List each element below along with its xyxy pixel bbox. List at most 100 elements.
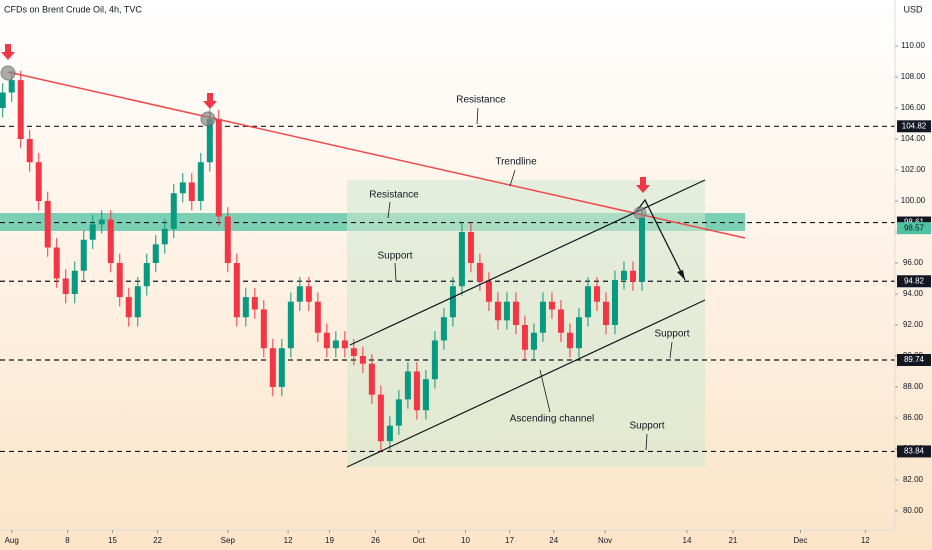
y-tick-label: 92.00	[903, 320, 924, 329]
annotation: Resistance	[456, 95, 506, 106]
x-tick-label: Nov	[598, 536, 612, 545]
candle-body	[566, 332, 573, 349]
candle-body	[539, 301, 546, 333]
candle-body	[530, 332, 537, 350]
candle-body	[161, 228, 168, 245]
x-tick-label: 22	[153, 536, 162, 545]
candle-body	[629, 270, 636, 282]
trendline	[7, 71, 746, 239]
annotation: Resistance	[369, 190, 419, 201]
candle-body	[305, 286, 312, 302]
channel-upper	[349, 179, 706, 346]
candle-body	[368, 363, 375, 395]
x-tick-label: 24	[549, 536, 558, 545]
channel-box	[347, 180, 705, 467]
candle-body	[512, 301, 519, 325]
candle-body	[350, 348, 357, 356]
candle-body	[422, 379, 429, 411]
candle-body	[431, 340, 438, 380]
last-price-box	[897, 222, 931, 235]
candle-body	[611, 280, 618, 325]
candle-body	[494, 301, 501, 321]
candle-body	[116, 262, 123, 298]
candle-body	[602, 301, 609, 325]
y-tick-label: 86.00	[903, 413, 924, 422]
level-label: 89.74	[904, 355, 925, 364]
candle-body	[179, 182, 186, 194]
x-tick-label: 10	[461, 536, 470, 545]
y-tick-label: 102.00	[901, 165, 926, 174]
x-tick-label: 21	[728, 536, 737, 545]
candle-body	[188, 182, 195, 201]
candle-body	[242, 297, 249, 318]
candle-body	[170, 193, 177, 229]
candle-body	[260, 309, 267, 349]
candle-body	[152, 244, 159, 263]
candle-body	[620, 270, 627, 281]
candle-body	[107, 219, 114, 263]
chart-title: CFDs on Brent Crude Oil, 4h, TVC	[4, 4, 142, 14]
candle-body	[521, 324, 528, 350]
candle-body	[395, 399, 402, 426]
x-tick-label: 12	[861, 536, 870, 545]
currency-label: USD	[903, 4, 923, 14]
candle-body	[26, 139, 33, 163]
level-label-box	[897, 353, 931, 366]
candle-body	[359, 355, 366, 364]
y-tick-label: 106.00	[901, 103, 926, 112]
candle-body	[71, 270, 78, 294]
level-label: 94.82	[904, 276, 925, 285]
pivot-marker	[200, 111, 216, 127]
annotation: Support	[654, 329, 689, 340]
candle-body	[341, 340, 348, 349]
x-tick-label: Dec	[793, 536, 807, 545]
candle-body	[0, 92, 6, 109]
candle-body	[80, 239, 87, 271]
level-label-box	[897, 120, 931, 133]
candle-body	[458, 231, 465, 287]
candle-body	[503, 301, 510, 321]
x-tick-label: Aug	[5, 536, 19, 545]
candle-body	[476, 262, 483, 282]
candle-body	[134, 286, 141, 318]
candle-body	[332, 340, 339, 349]
candle-body	[35, 162, 42, 201]
candle-body	[269, 348, 276, 387]
candle-body	[278, 348, 285, 387]
candle-body	[638, 218, 645, 282]
y-tick-label: 88.00	[903, 382, 924, 391]
pivot-marker	[633, 206, 647, 220]
x-tick-label: 26	[371, 536, 380, 545]
candle-body	[557, 309, 564, 333]
candle-body	[575, 317, 582, 349]
y-tick-label: 94.00	[903, 289, 924, 298]
y-tick-label: 104.00	[901, 134, 926, 143]
candle-body	[413, 371, 420, 411]
candle-body	[287, 301, 294, 349]
x-tick-label: 14	[683, 536, 692, 545]
x-tick-label: Oct	[412, 536, 425, 545]
candle-body	[323, 332, 330, 349]
candle-body	[485, 281, 492, 302]
candle-body	[440, 317, 447, 341]
candle-body	[404, 371, 411, 400]
candle-body	[314, 301, 321, 333]
candle-body	[44, 200, 51, 248]
annotation: Ascending channel	[510, 414, 595, 425]
candle-body	[206, 118, 213, 163]
level-label: 83.84	[904, 447, 925, 456]
x-tick-label: 19	[325, 536, 334, 545]
y-tick-label: 96.00	[903, 258, 924, 267]
candle-body	[467, 231, 474, 263]
candle-body	[215, 118, 222, 217]
candle-body	[98, 219, 105, 225]
y-tick-label: 82.00	[903, 475, 924, 484]
candle-body	[8, 80, 15, 93]
y-tick-label: 110.00	[901, 41, 925, 50]
y-tick-label: 100.00	[901, 196, 926, 205]
candle-body	[125, 297, 132, 318]
candle-body	[548, 301, 555, 310]
x-tick-label: 17	[505, 536, 514, 545]
candle-body	[386, 425, 393, 442]
